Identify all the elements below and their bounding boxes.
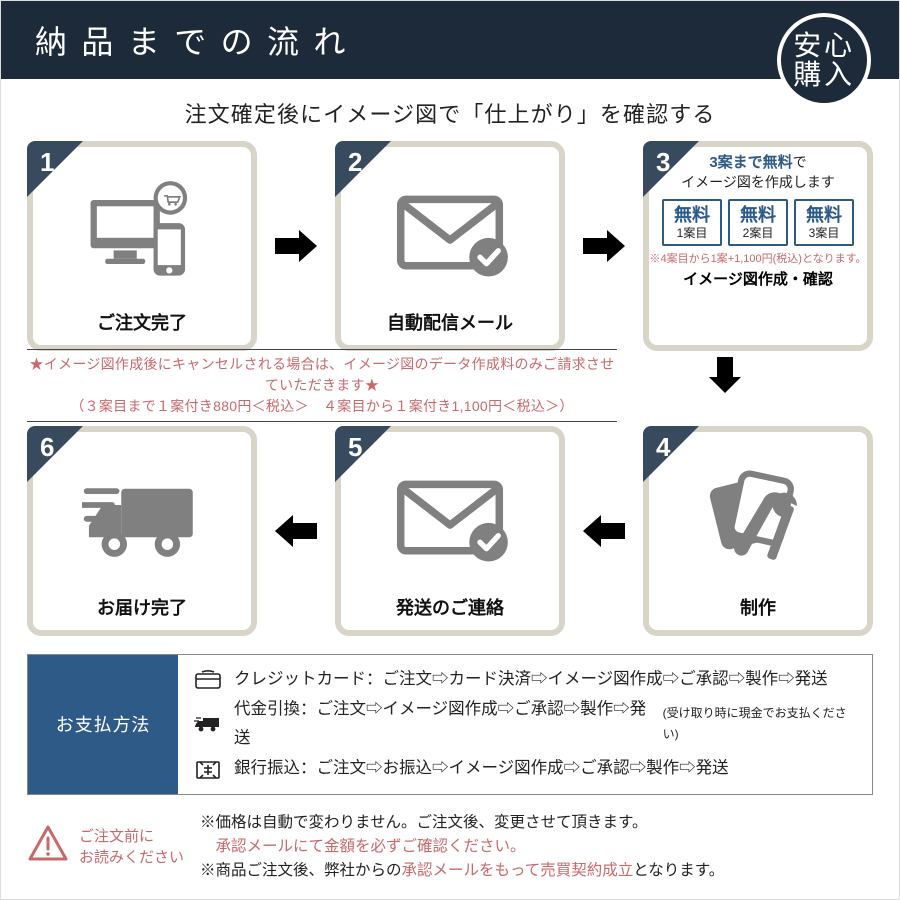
free-box: 無料1案目: [662, 199, 722, 247]
flow-row-2: 6 お届け完了 5 発送のご連絡 4 制作: [27, 426, 873, 636]
badge-line1: 安心: [793, 31, 855, 60]
step3-surcharge-note: ※4案目から1案+1,100円(税込)となります。: [649, 250, 867, 266]
credit-card-icon: [192, 670, 224, 690]
payment-section: お支払方法 クレジットカード：ご注文⇨カード決済⇨イメージ図作成⇨ご承認⇨製作⇨…: [27, 654, 873, 795]
badge-line2: 購入: [793, 60, 855, 89]
step-num: 3: [656, 147, 670, 178]
arrow-right-icon: [581, 228, 627, 264]
step-label: 自動配信メール: [341, 309, 559, 345]
step-card-4: 4 制作: [643, 426, 873, 636]
step-card-2: 2 自動配信メール: [335, 141, 565, 351]
payment-line-card: クレジットカード：ご注文⇨カード決済⇨イメージ図作成⇨ご承認⇨製作⇨発送: [192, 665, 858, 695]
step-card-6: 6 お届け完了: [27, 426, 257, 636]
step-label: お届け完了: [33, 594, 251, 630]
free-box: 無料3案目: [794, 199, 854, 247]
cancel-fee-note: ★イメージ図作成後にキャンセルされる場合は、イメージ図のデータ作成料のみご請求さ…: [27, 349, 617, 422]
step-card-5: 5 発送のご連絡: [335, 426, 565, 636]
arrow-left-icon: [273, 513, 319, 549]
flow-row-1: 1 ご注文完了 2 自動配信メール 3 3案まで無料で イメージ図を作成します …: [27, 141, 873, 351]
step-num: 4: [656, 432, 670, 463]
notice-body: ※価格は自動で変わりません。ご注文後、変更させて頂きます。 承認メールにて金額を…: [200, 811, 724, 883]
header-title: 納品までの流れ: [35, 17, 360, 63]
step-card-3: 3 3案まで無料で イメージ図を作成します 無料1案目 無料2案目 無料3案目 …: [643, 141, 873, 351]
step-card-1: 1 ご注文完了: [27, 141, 257, 351]
step-label: ご注文完了: [33, 309, 251, 345]
payment-line-bank: 銀行振込：ご注文⇨お振込⇨イメージ図作成⇨ご承認⇨製作⇨発送: [192, 754, 858, 784]
step-num: 5: [348, 432, 362, 463]
payment-title: お支払方法: [28, 655, 178, 794]
truck-icon: [192, 714, 224, 734]
free-box: 無料2案目: [728, 199, 788, 247]
flow-diagram: 1 ご注文完了 2 自動配信メール 3 3案まで無料で イメージ図を作成します …: [1, 141, 899, 636]
pre-order-notice: ご注文前に お読みください ※価格は自動で変わりません。ご注文後、変更させて頂き…: [27, 811, 873, 883]
payment-methods: クレジットカード：ご注文⇨カード決済⇨イメージ図作成⇨ご承認⇨製作⇨発送 代金引…: [178, 655, 872, 794]
assurance-badge: 安心 購入: [777, 13, 871, 107]
step-num: 1: [40, 147, 54, 178]
step-num: 2: [348, 147, 362, 178]
step-label: 制作: [649, 594, 867, 630]
bank-icon: [192, 759, 224, 779]
step3-free-boxes: 無料1案目 無料2案目 無料3案目: [649, 199, 867, 247]
notice-heading: ご注文前に お読みください: [27, 823, 184, 870]
arrow-left-icon: [581, 513, 627, 549]
step-label: 発送のご連絡: [341, 594, 559, 630]
payment-line-cod: 代金引換：ご注文⇨イメージ図作成⇨ご承認⇨製作⇨発送(受け取り時に現金でお支払く…: [192, 695, 858, 754]
warning-icon: [27, 823, 69, 870]
subheading: 注文確定後にイメージ図で「仕上がり」を確認する: [1, 97, 899, 129]
arrow-right-icon: [273, 228, 319, 264]
step-label: イメージ図作成・確認: [649, 268, 867, 297]
step-num: 6: [40, 432, 54, 463]
header-bar: 納品までの流れ 安心 購入: [1, 1, 899, 79]
